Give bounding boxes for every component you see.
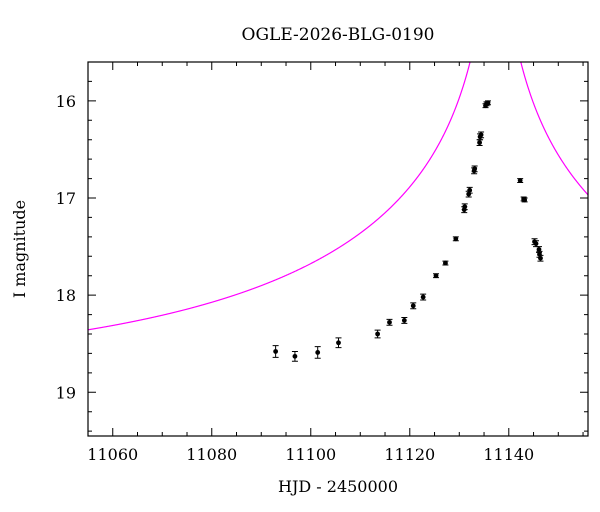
data-point <box>476 139 483 147</box>
point-marker <box>443 260 448 266</box>
point-marker <box>292 353 298 359</box>
data-point <box>466 186 473 194</box>
x-axis-label: HJD - 2450000 <box>278 477 398 496</box>
x-tick-label: 11080 <box>186 445 237 464</box>
data-point <box>517 178 524 183</box>
model-curve <box>88 62 588 331</box>
point-marker <box>387 319 392 325</box>
data-point <box>314 346 321 359</box>
data-point <box>521 197 528 203</box>
point-marker <box>433 273 439 279</box>
data-point <box>291 350 298 362</box>
point-marker <box>453 236 459 242</box>
point-marker <box>467 187 473 193</box>
data-point <box>410 302 417 310</box>
plot-frame <box>87 61 589 437</box>
data-point <box>401 316 408 324</box>
chart-title: OGLE-2026-BLG-0190 <box>242 25 435 45</box>
point-marker <box>410 303 416 309</box>
axis-ticks <box>87 61 588 436</box>
data-point <box>433 273 440 279</box>
data-point <box>335 337 342 349</box>
point-marker <box>477 140 482 146</box>
point-marker <box>336 340 341 346</box>
point-marker <box>485 100 491 106</box>
x-tick-label: 11100 <box>285 445 336 464</box>
data-point <box>272 345 279 358</box>
point-marker <box>401 318 407 323</box>
y-axis-label: I magnitude <box>10 200 29 298</box>
x-tick-label: 11060 <box>87 445 138 464</box>
data-point <box>461 203 468 211</box>
point-marker <box>315 350 321 355</box>
data-point <box>420 293 427 301</box>
point-marker <box>522 197 528 203</box>
point-marker <box>536 247 542 252</box>
data-point <box>537 254 544 262</box>
data-point <box>386 318 393 326</box>
point-marker <box>478 132 484 138</box>
point-marker <box>533 241 539 247</box>
point-marker <box>472 166 478 172</box>
y-tick-label: 18 <box>56 286 76 305</box>
y-tick-label: 19 <box>56 383 76 402</box>
point-marker <box>517 178 523 183</box>
x-tick-label: 11140 <box>483 445 534 464</box>
data-point <box>452 236 459 242</box>
point-marker <box>462 204 468 210</box>
point-marker <box>420 294 426 300</box>
point-marker <box>375 331 381 337</box>
y-tick-label: 16 <box>56 92 76 111</box>
data-point <box>485 100 491 106</box>
data-point <box>442 260 449 266</box>
point-marker <box>273 349 279 354</box>
point-marker <box>538 255 543 261</box>
x-tick-label: 11120 <box>384 445 435 464</box>
data-point <box>374 329 381 339</box>
data-point <box>478 131 485 139</box>
y-tick-label: 17 <box>56 189 76 208</box>
data-point <box>471 165 478 173</box>
